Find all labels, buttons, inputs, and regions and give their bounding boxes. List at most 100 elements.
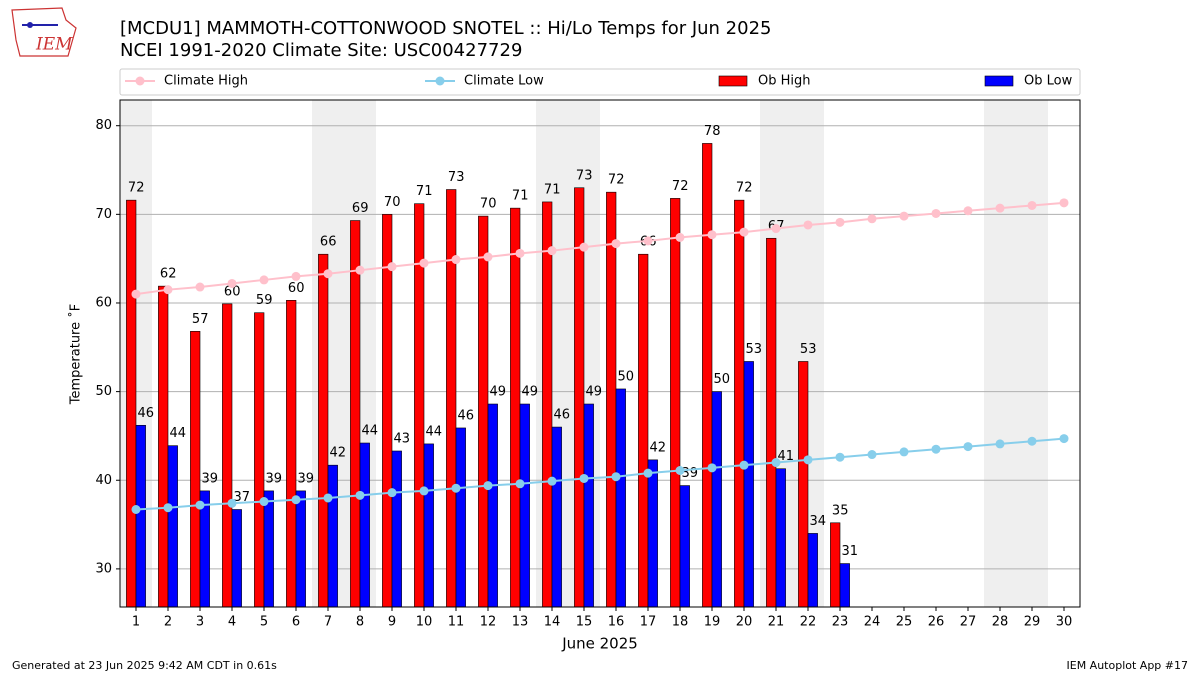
marker xyxy=(803,455,813,465)
value-label: 73 xyxy=(448,170,465,185)
marker xyxy=(963,442,973,452)
x-tick-label: 4 xyxy=(228,615,236,630)
y-tick-label: 80 xyxy=(95,118,112,133)
bar xyxy=(455,427,466,608)
legend-label: Ob Low xyxy=(1024,74,1073,89)
bar xyxy=(478,215,489,608)
value-label: 59 xyxy=(256,293,273,308)
marker xyxy=(675,466,685,475)
x-tick-label: 22 xyxy=(800,615,817,630)
bar xyxy=(254,312,265,608)
bar xyxy=(286,300,297,608)
legend-swatch xyxy=(984,75,1014,87)
value-label: 66 xyxy=(320,235,337,250)
marker xyxy=(291,495,301,505)
x-tick-label: 15 xyxy=(576,615,593,630)
marker xyxy=(995,203,1005,213)
marker xyxy=(835,452,845,462)
bar xyxy=(190,331,201,608)
bar xyxy=(135,424,146,608)
logo-text: IEM xyxy=(35,35,73,55)
marker xyxy=(675,232,685,242)
bar xyxy=(670,198,681,608)
value-label: 37 xyxy=(234,490,251,505)
legend-marker xyxy=(435,76,445,86)
footer-right: IEM Autoplot App #17 xyxy=(1067,659,1189,672)
value-label: 71 xyxy=(512,189,529,204)
value-label: 49 xyxy=(586,385,603,400)
y-tick-label: 70 xyxy=(95,207,112,222)
bar xyxy=(487,403,498,608)
legend-swatch xyxy=(718,75,748,87)
value-label: 43 xyxy=(394,432,411,447)
marker xyxy=(451,483,461,493)
marker xyxy=(387,262,397,272)
bar xyxy=(126,199,137,608)
x-tick-label: 27 xyxy=(960,615,977,630)
marker xyxy=(451,255,461,265)
marker xyxy=(131,505,141,514)
bar xyxy=(359,442,370,608)
marker xyxy=(995,439,1005,449)
marker xyxy=(323,269,333,279)
bar xyxy=(423,443,434,608)
bar xyxy=(318,253,329,608)
marker xyxy=(579,473,589,483)
value-label: 44 xyxy=(170,426,187,441)
chart-title: [MCDU1] MAMMOTH-COTTONWOOD SNOTEL :: Hi/… xyxy=(120,18,771,39)
bar xyxy=(446,189,457,608)
value-label: 62 xyxy=(160,267,177,282)
legend-label: Climate High xyxy=(164,74,248,89)
marker xyxy=(195,282,205,292)
marker xyxy=(1027,436,1037,446)
marker xyxy=(515,479,525,489)
marker xyxy=(227,278,237,288)
x-tick-label: 12 xyxy=(480,615,497,630)
legend-marker xyxy=(135,76,145,86)
value-label: 60 xyxy=(224,284,241,299)
value-label: 71 xyxy=(416,184,433,199)
x-tick-label: 28 xyxy=(992,615,1009,630)
legend-box xyxy=(119,68,1081,96)
bar xyxy=(542,201,553,608)
marker xyxy=(547,246,557,256)
line xyxy=(135,201,1065,296)
x-tick-label: 14 xyxy=(544,615,561,630)
bar xyxy=(391,450,402,608)
legend-label: Climate Low xyxy=(464,74,544,89)
bar xyxy=(606,191,617,608)
value-label: 70 xyxy=(384,195,401,210)
value-label: 72 xyxy=(672,179,689,194)
marker xyxy=(323,493,333,503)
x-tick-label: 7 xyxy=(324,615,332,630)
bar xyxy=(807,533,818,608)
value-label: 42 xyxy=(650,440,667,455)
bar xyxy=(551,426,562,608)
marker xyxy=(931,208,941,218)
marker xyxy=(163,285,173,295)
marker xyxy=(899,211,909,221)
value-label: 53 xyxy=(800,342,817,357)
shade xyxy=(1016,100,1048,607)
marker xyxy=(259,497,269,507)
value-label: 72 xyxy=(736,181,753,196)
x-tick-label: 3 xyxy=(196,615,204,630)
marker xyxy=(707,230,717,240)
marker xyxy=(803,220,813,230)
plot-frame xyxy=(119,99,1081,608)
x-tick-label: 30 xyxy=(1056,615,1073,630)
x-tick-label: 26 xyxy=(928,615,945,630)
marker xyxy=(771,458,781,468)
marker xyxy=(419,258,429,268)
legend-label: Ob High xyxy=(758,74,811,89)
x-axis-label: June 2025 xyxy=(561,635,638,653)
x-tick-label: 19 xyxy=(704,615,721,630)
x-tick-label: 11 xyxy=(448,615,465,630)
x-tick-label: 18 xyxy=(672,615,689,630)
marker xyxy=(643,468,653,478)
bar xyxy=(839,563,850,608)
value-label: 70 xyxy=(480,197,497,212)
value-label: 44 xyxy=(362,424,379,439)
marker xyxy=(227,498,237,508)
